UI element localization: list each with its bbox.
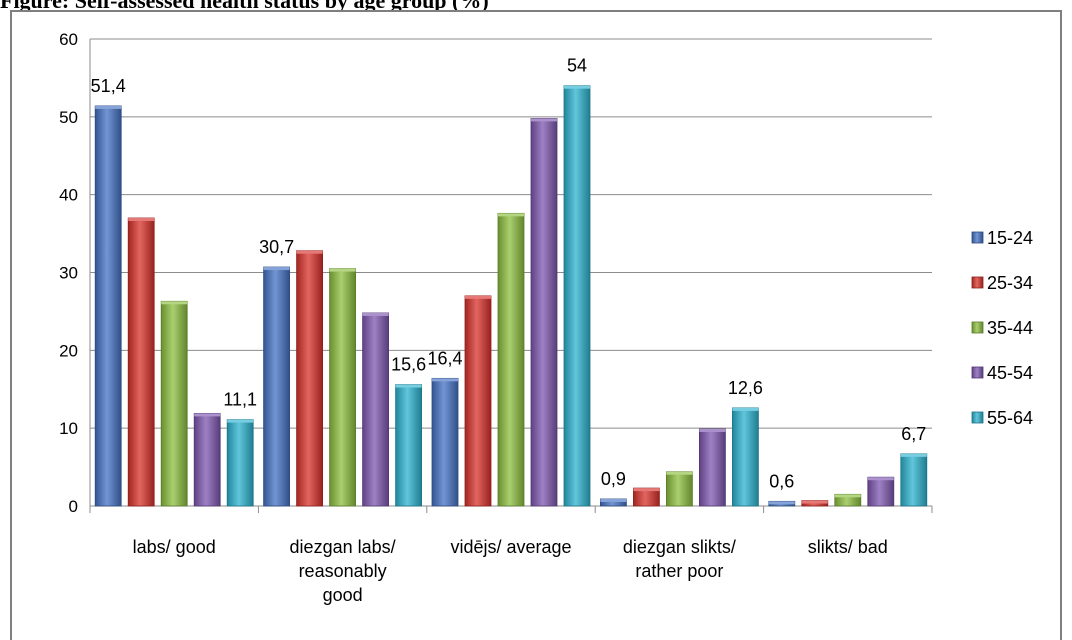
x-category-label: good bbox=[323, 585, 363, 605]
data-label: 0,6 bbox=[769, 471, 794, 491]
bar-45-54 bbox=[362, 312, 390, 507]
bar-top bbox=[834, 494, 861, 498]
bar-top bbox=[666, 471, 693, 475]
legend-label: 15-24 bbox=[987, 228, 1033, 248]
bar-top bbox=[296, 250, 323, 254]
bar-top bbox=[227, 419, 254, 423]
bar-top bbox=[768, 501, 795, 505]
bar-35-44 bbox=[497, 212, 525, 507]
y-tick-label: 60 bbox=[59, 30, 78, 49]
bar-top bbox=[465, 295, 491, 299]
data-label: 0,9 bbox=[601, 469, 626, 489]
y-tick-label: 10 bbox=[59, 419, 78, 438]
bar-55-64 bbox=[563, 85, 591, 507]
legend-label: 25-34 bbox=[987, 273, 1033, 293]
legend-swatch bbox=[971, 366, 984, 379]
bar-15-24 bbox=[431, 377, 459, 507]
x-category-label: vidējs/ average bbox=[450, 537, 571, 557]
bar-25-34 bbox=[464, 295, 492, 507]
bar-35-44 bbox=[666, 471, 693, 507]
bar-top bbox=[867, 477, 894, 481]
bar-top bbox=[329, 268, 356, 272]
legend-swatch bbox=[971, 321, 984, 334]
bar-55-64 bbox=[395, 384, 423, 507]
bar-top bbox=[732, 407, 759, 411]
bar-55-64 bbox=[732, 407, 759, 507]
x-category-label: reasonably bbox=[299, 561, 387, 581]
bar-top bbox=[900, 453, 927, 457]
bar-top bbox=[95, 105, 122, 109]
data-label: 30,7 bbox=[259, 237, 294, 257]
legend-label: 45-54 bbox=[987, 363, 1033, 383]
bar-55-64 bbox=[226, 419, 254, 507]
data-label: 6,7 bbox=[901, 424, 926, 444]
bar-top bbox=[263, 267, 290, 271]
y-tick-label: 30 bbox=[59, 264, 78, 283]
bar-35-44 bbox=[160, 300, 188, 507]
bar-15-24 bbox=[94, 105, 122, 507]
y-tick-label: 50 bbox=[59, 108, 78, 127]
bar-55-64 bbox=[900, 453, 928, 507]
bar-top bbox=[395, 384, 422, 388]
bar-45-54 bbox=[699, 428, 726, 507]
data-label: 15,6 bbox=[391, 355, 426, 375]
bar-top bbox=[633, 488, 660, 492]
bar-top bbox=[161, 301, 188, 305]
y-tick-label: 40 bbox=[59, 186, 78, 205]
y-tick-label: 0 bbox=[69, 497, 78, 516]
bar-top bbox=[432, 378, 458, 382]
bar-top bbox=[362, 312, 389, 316]
x-category-label: rather poor bbox=[635, 561, 723, 581]
legend-swatch bbox=[971, 276, 984, 289]
data-label: 12,6 bbox=[728, 378, 763, 398]
bar-top bbox=[801, 500, 828, 504]
bar-45-54 bbox=[867, 476, 895, 507]
bar-top bbox=[531, 118, 557, 122]
bar-top bbox=[498, 213, 524, 217]
data-label: 54 bbox=[567, 56, 587, 76]
bar-15-24 bbox=[263, 266, 291, 507]
bar-top bbox=[194, 413, 221, 417]
data-label: 16,4 bbox=[427, 348, 462, 368]
legend-label: 55-64 bbox=[987, 408, 1033, 428]
bar-top bbox=[699, 428, 726, 432]
data-label: 11,1 bbox=[223, 390, 257, 410]
x-category-label: labs/ good bbox=[133, 537, 216, 557]
bar-45-54 bbox=[193, 412, 221, 507]
bar-35-44 bbox=[329, 268, 357, 507]
bar-top bbox=[600, 498, 627, 502]
bar-25-34 bbox=[296, 250, 324, 507]
y-tick-label: 20 bbox=[59, 341, 78, 360]
data-label: 51,4 bbox=[91, 76, 126, 96]
bar-25-34 bbox=[127, 217, 155, 507]
legend-label: 35-44 bbox=[987, 318, 1033, 338]
bar-top bbox=[564, 85, 590, 89]
chart-title: Figure: Self-assessed health status by a… bbox=[0, 0, 489, 13]
x-category-label: slikts/ bad bbox=[808, 537, 888, 557]
x-category-label: diezgan slikts/ bbox=[623, 537, 736, 557]
bar-45-54 bbox=[530, 117, 558, 507]
x-category-label: diezgan labs/ bbox=[290, 537, 396, 557]
legend-swatch bbox=[971, 411, 984, 424]
bar-top bbox=[128, 218, 155, 222]
legend-swatch bbox=[971, 231, 984, 244]
